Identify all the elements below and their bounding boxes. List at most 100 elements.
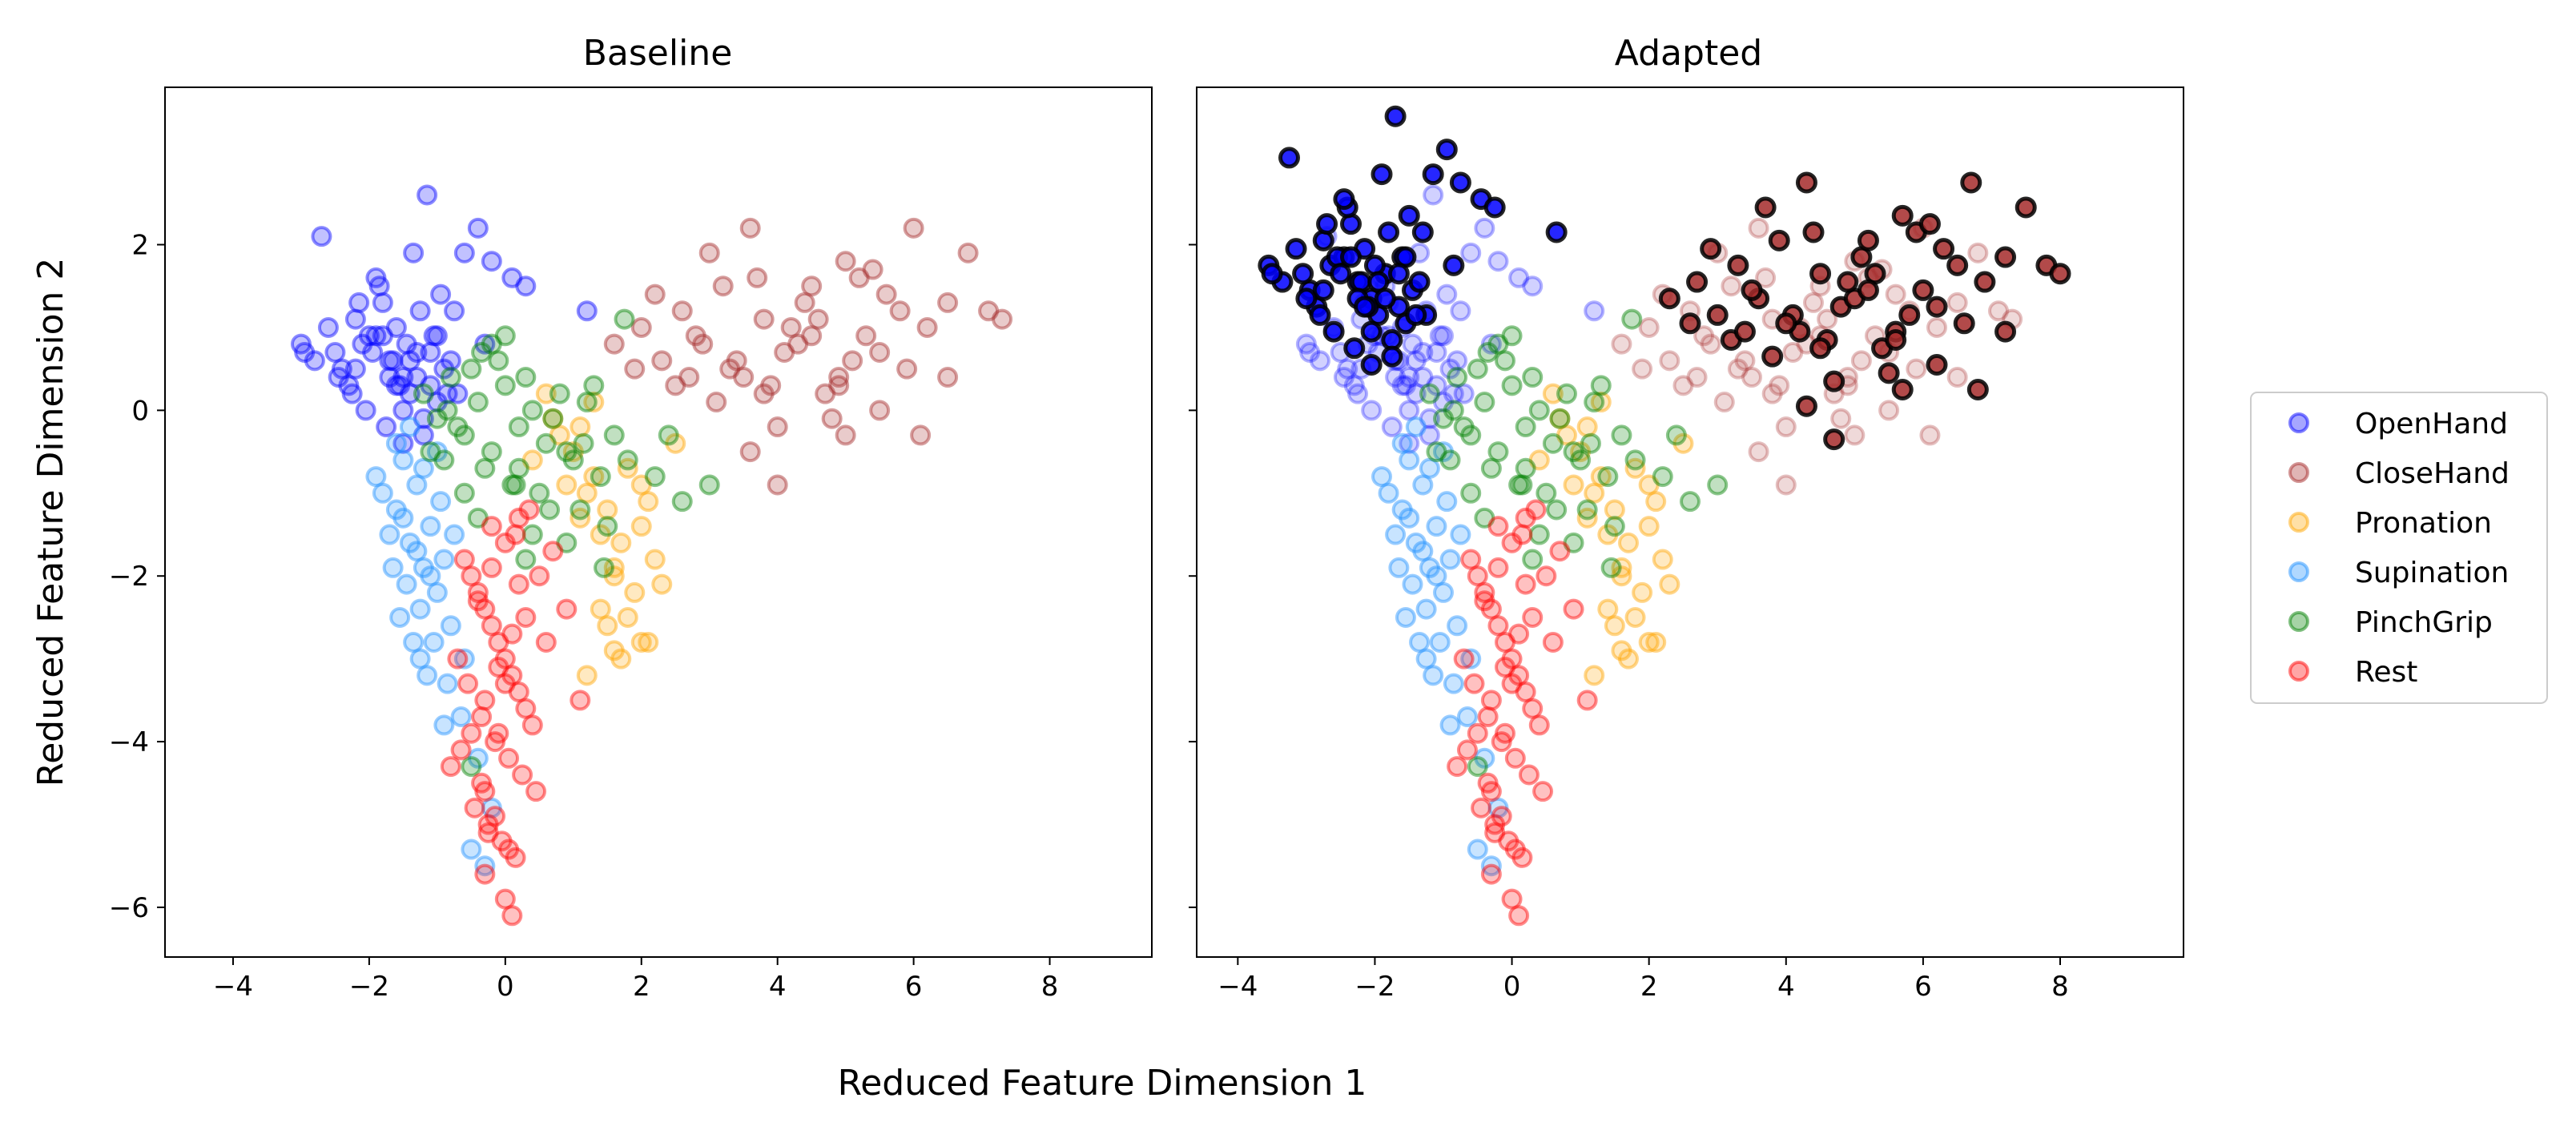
data-point-supination (1409, 631, 1431, 653)
data-point-pronation (590, 598, 611, 620)
data-point-closehand (1830, 408, 1852, 429)
data-point-supination (1412, 474, 1434, 496)
data-point-pinchgrip (1474, 392, 1495, 413)
data-point-rest (1480, 781, 1502, 802)
data-point-openhand (1399, 432, 1420, 454)
x-tick-label: 8 (1041, 971, 1059, 1003)
adapted-point-closehand (1918, 213, 1941, 235)
data-point-rest (494, 888, 516, 910)
data-point-rest (1456, 739, 1478, 761)
data-point-rest (453, 549, 475, 570)
data-point-closehand (807, 308, 829, 330)
data-point-openhand (304, 350, 325, 372)
data-point-closehand (1775, 474, 1797, 496)
data-point-pinchgrip (1522, 367, 1544, 388)
baseline-ticks: −4 −2 0 2 4 6 8 −6 −4 −2 0 2 (109, 230, 1058, 1003)
data-point-supination (450, 706, 472, 728)
data-point-pinchgrip (1580, 432, 1601, 454)
data-point-openhand (1443, 383, 1464, 404)
data-point-pronation (570, 507, 591, 529)
adapted-point-openhand (1261, 263, 1283, 285)
data-point-supination (453, 648, 475, 670)
data-point-closehand (896, 358, 918, 380)
data-point-pronation (1556, 424, 1577, 446)
data-point-pinchgrip (597, 516, 618, 537)
legend-label-rest: Rest (2355, 656, 2417, 689)
data-point-supination (1480, 855, 1502, 877)
data-point-pinchgrip (562, 449, 584, 471)
data-point-pinchgrip (1508, 474, 1530, 496)
legend-marker-pinchgrip (2288, 611, 2309, 632)
data-point-closehand (848, 267, 870, 288)
data-point-closehand (1611, 333, 1632, 355)
adapted-point-closehand (1727, 254, 1749, 276)
data-point-pinchgrip (1453, 416, 1475, 438)
data-point-rest (505, 847, 526, 868)
data-point-openhand (365, 267, 387, 288)
data-point-rest (474, 598, 496, 620)
data-point-rest (488, 722, 509, 744)
data-point-rest (1498, 830, 1519, 852)
x-tick-label: −4 (213, 971, 253, 1003)
data-point-openhand (1405, 383, 1427, 404)
data-point-pinchgrip (461, 358, 482, 380)
data-point-pinchgrip (1680, 491, 1701, 513)
data-point-openhand (1433, 325, 1454, 347)
adapted-point-closehand (1802, 221, 1825, 243)
adapted-point-closehand (1761, 345, 1784, 368)
data-point-supination (385, 499, 407, 521)
adapted-point-openhand (1285, 238, 1307, 260)
data-point-rest (1522, 606, 1544, 628)
data-point-pinchgrip (1707, 474, 1729, 496)
data-point-supination (396, 573, 417, 595)
data-point-rest (494, 532, 516, 553)
data-point-openhand (331, 358, 352, 380)
x-tick-label: 0 (497, 971, 514, 1003)
data-point-supination (1439, 549, 1461, 570)
data-point-openhand (1385, 367, 1407, 388)
adapted-point-openhand (1278, 147, 1300, 169)
data-point-pinchgrip (1477, 341, 1499, 363)
data-point-rest (494, 673, 516, 694)
data-point-closehand (665, 375, 686, 396)
data-point-rest (1487, 557, 1509, 578)
data-point-openhand (392, 400, 414, 421)
data-point-openhand (1299, 341, 1321, 363)
data-point-closehand (937, 367, 959, 388)
data-point-openhand (1412, 341, 1434, 363)
data-point-rest (1495, 631, 1515, 653)
data-point-rest (471, 772, 493, 794)
adapted-title: Adapted (1615, 33, 1762, 74)
data-point-supination (379, 524, 400, 545)
data-point-rest (1487, 615, 1509, 637)
data-point-rest (1477, 772, 1499, 794)
data-point-openhand (453, 242, 475, 263)
data-point-closehand (624, 358, 646, 380)
data-point-supination (409, 648, 431, 670)
data-point-rest (1474, 581, 1495, 603)
adapted-point-closehand (1933, 238, 1955, 260)
data-point-rest (505, 524, 526, 545)
data-point-supination (392, 507, 414, 529)
data-point-supination (1399, 449, 1420, 471)
data-point-openhand (372, 292, 393, 313)
adapted-point-closehand (1658, 288, 1680, 310)
data-point-pinchgrip (1621, 308, 1643, 330)
data-point-closehand (1727, 358, 1749, 380)
adapted-point-openhand (1340, 246, 1362, 268)
x-tick-label: 4 (1777, 971, 1795, 1003)
data-point-supination (365, 466, 387, 488)
data-point-openhand (426, 392, 448, 413)
data-point-supination (1433, 441, 1454, 463)
data-point-supination (426, 581, 448, 603)
data-point-pinchgrip (481, 441, 502, 463)
data-point-pronation (630, 474, 652, 496)
data-point-supination (382, 557, 404, 578)
adapted-point-closehand (1878, 362, 1900, 384)
data-point-pinchgrip (467, 507, 489, 529)
data-point-pinchgrip (437, 400, 458, 421)
data-point-closehand (1844, 424, 1866, 446)
data-point-pinchgrip (698, 474, 720, 496)
data-point-pronation (1590, 392, 1612, 413)
